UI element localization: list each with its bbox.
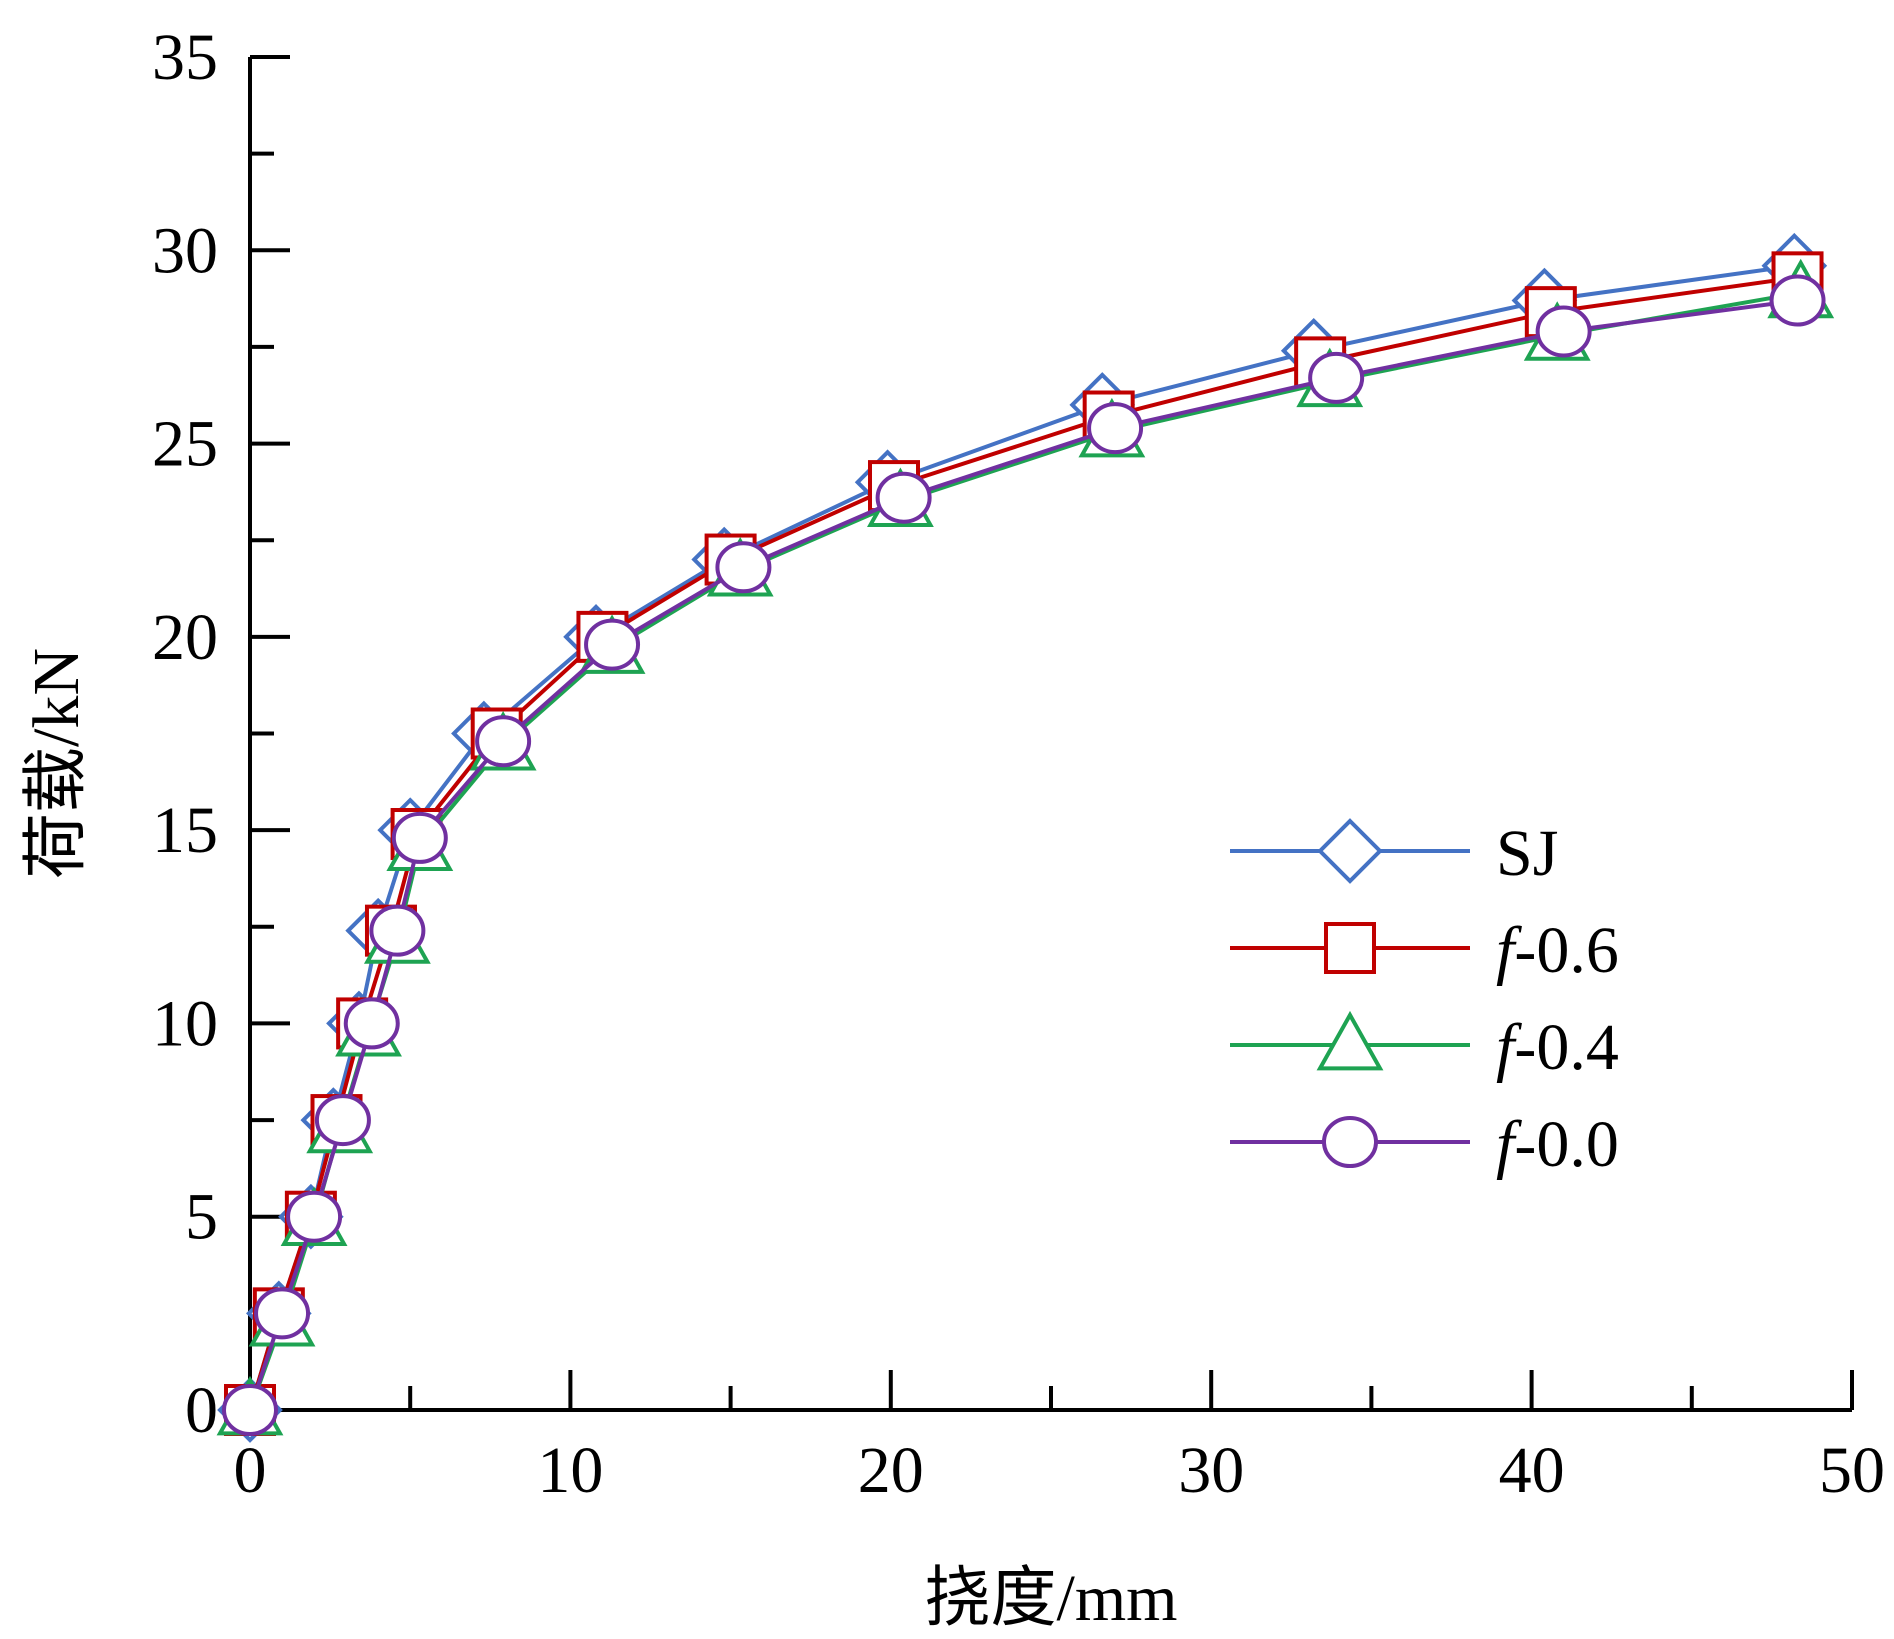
legend-marker <box>1324 922 1376 974</box>
y-tick-label: 25 <box>152 408 218 481</box>
legend-marker <box>1317 818 1383 884</box>
x-tick-label: 40 <box>1499 1434 1565 1507</box>
series-line <box>248 290 1802 1411</box>
data-point-circle <box>1535 305 1592 358</box>
series-1 <box>217 232 1828 1443</box>
y-axis-title: 荷载/kN <box>20 648 93 879</box>
legend-item: f-0.6 <box>1230 914 1619 987</box>
data-point-circle <box>391 811 448 864</box>
data-point-circle <box>1308 351 1365 404</box>
legend-label: SJ <box>1496 817 1558 890</box>
x-tick-label: 10 <box>537 1434 603 1507</box>
data-point-circle <box>1087 402 1144 455</box>
legend-item: f-0.0 <box>1230 1108 1619 1181</box>
legend-label: f-0.4 <box>1496 1011 1619 1084</box>
legend-marker <box>1322 1116 1378 1168</box>
y-tick-label: 30 <box>152 214 218 287</box>
data-point-circle <box>1769 274 1826 327</box>
data-point-circle <box>584 618 641 671</box>
series-line <box>248 298 1798 1411</box>
y-tick-label: 5 <box>185 1181 218 1254</box>
data-point-circle <box>369 904 426 957</box>
x-tick-label: 20 <box>858 1434 924 1507</box>
axes: 0 5 10 15 20 25 30 35 0 10 20 30 40 50 <box>152 21 1885 1507</box>
data-point-circle <box>475 715 532 768</box>
y-tick-label: 10 <box>152 987 218 1060</box>
legend-item: f-0.4 <box>1230 1010 1619 1084</box>
x-tick-label: 50 <box>1819 1434 1885 1507</box>
y-tick-label: 0 <box>185 1374 218 1447</box>
x-tick-label: 0 <box>234 1434 267 1507</box>
data-point-circle <box>222 1384 278 1436</box>
series-line <box>248 275 1798 1411</box>
y-tick-label: 15 <box>152 794 218 867</box>
series-3 <box>216 258 1835 1436</box>
data-point-circle <box>286 1190 343 1243</box>
series-2 <box>224 251 1824 1436</box>
legend-marker <box>1316 1010 1384 1071</box>
x-tick-label: 30 <box>1178 1434 1244 1507</box>
legend-item: SJ <box>1230 817 1558 890</box>
y-tick-label: 20 <box>152 601 218 674</box>
series-4 <box>222 274 1826 1436</box>
x-axis-title: 挠度/mm <box>924 1562 1177 1635</box>
legend: SJ f-0.6 f-0.4 f-0.0 <box>1230 817 1619 1181</box>
legend-label: f-0.0 <box>1496 1108 1619 1181</box>
data-point-circle <box>875 471 932 524</box>
y-tick-label: 35 <box>152 21 218 94</box>
series-line <box>248 263 1795 1411</box>
data-point-circle <box>254 1287 311 1340</box>
legend-label: f-0.6 <box>1496 914 1619 987</box>
series-layer <box>216 232 1835 1443</box>
data-point-circle <box>314 1094 371 1147</box>
data-point-circle <box>715 541 772 594</box>
data-point-circle <box>343 997 400 1050</box>
